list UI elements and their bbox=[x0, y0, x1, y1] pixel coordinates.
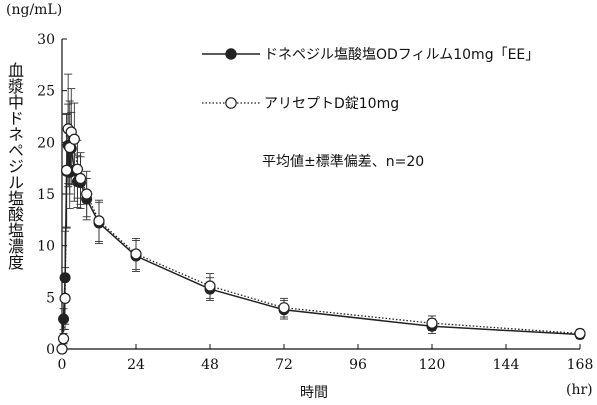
data-point-s2 bbox=[574, 327, 586, 340]
data-point-s2 bbox=[61, 164, 73, 176]
data-point-s2 bbox=[64, 141, 76, 154]
data-point-s2 bbox=[68, 133, 80, 145]
data-point-s2 bbox=[59, 292, 71, 304]
y-tick-label: 30 bbox=[37, 32, 55, 48]
data-point-s2 bbox=[130, 248, 142, 260]
y-tick-label: 15 bbox=[37, 187, 55, 203]
x-tick-label: 144 bbox=[493, 357, 520, 373]
x-tick-label: 24 bbox=[127, 357, 145, 373]
data-point-s1 bbox=[58, 313, 70, 325]
x-tick-label: 96 bbox=[349, 357, 367, 373]
x-tick-label: 168 bbox=[567, 357, 594, 373]
error-bars bbox=[59, 73, 584, 345]
data-point-s2 bbox=[71, 163, 84, 175]
x-tick-label: 120 bbox=[419, 357, 446, 373]
legend-swatch-dotted-open bbox=[202, 97, 260, 109]
y-tick-label: 20 bbox=[37, 135, 55, 151]
y-tick-label: 10 bbox=[37, 239, 55, 255]
legend-item-aricept: アリセプトD錠10mg bbox=[200, 93, 399, 113]
y-tick-label: 0 bbox=[46, 342, 55, 358]
x-axis-label: 時間 bbox=[300, 385, 328, 401]
series-line-1 bbox=[61, 145, 581, 350]
series-line-2 bbox=[61, 128, 581, 350]
y-axis-unit: (ng/mL) bbox=[6, 2, 63, 18]
y-axis-label: 血漿中ドネペジル塩酸塩濃度 bbox=[5, 62, 24, 270]
data-point-s2 bbox=[204, 280, 216, 292]
data-point-s1 bbox=[59, 272, 71, 284]
axes: 0 5 10 15 20 25 30 0 24 48 72 96 120 144 168 bbox=[37, 32, 593, 373]
y-tick-label: 25 bbox=[37, 84, 55, 100]
data-point-s2 bbox=[278, 302, 290, 314]
data-point-s2 bbox=[74, 172, 87, 185]
data-markers bbox=[56, 123, 586, 355]
data-point-s2 bbox=[426, 317, 438, 329]
x-tick-label: 48 bbox=[201, 357, 219, 373]
legend-label-od-film: ドネペジル塩酸塩ODフィルム10mg「EE」 bbox=[264, 47, 540, 63]
y-tick-label: 5 bbox=[46, 290, 55, 306]
stats-annotation: 平均値±標準偏差、n=20 bbox=[262, 154, 425, 170]
data-point-s2 bbox=[56, 343, 68, 355]
legend-swatch-solid-filled bbox=[202, 48, 260, 60]
data-point-s2 bbox=[57, 333, 70, 345]
x-tick-label: 72 bbox=[275, 357, 293, 373]
data-point-s2 bbox=[93, 215, 105, 227]
x-axis-unit: (hr) bbox=[566, 382, 593, 398]
data-point-s2 bbox=[81, 188, 93, 200]
x-tick-label: 0 bbox=[58, 357, 67, 373]
legend-item-od-film: ドネペジル塩酸塩ODフィルム10mg「EE」 bbox=[200, 44, 539, 64]
legend-label-aricept: アリセプトD錠10mg bbox=[264, 96, 400, 112]
